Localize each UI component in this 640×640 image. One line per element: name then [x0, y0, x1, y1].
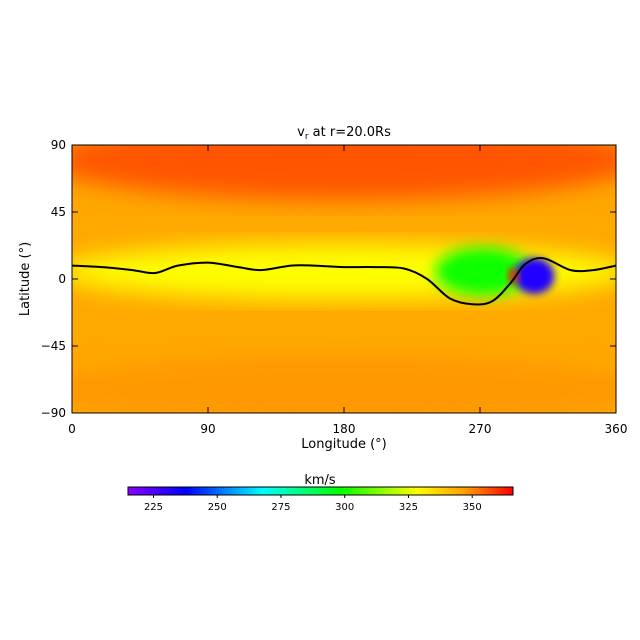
- colorbar-tick-label: 250: [208, 502, 227, 513]
- colorbar-ticks: 225 250 275 300 325 350: [144, 495, 482, 513]
- y-axis: −90 −45 0 45 90: [41, 138, 616, 420]
- x-tick-label: 360: [605, 422, 628, 436]
- y-tick-label: 45: [51, 205, 66, 219]
- heatmap-plot: [72, 145, 616, 413]
- y-tick-label: −45: [41, 339, 66, 353]
- colorbar-tick-label: 325: [399, 502, 418, 513]
- x-axis: 0 90 180 270 360: [68, 145, 627, 436]
- heatmap-compression: [508, 268, 519, 285]
- heatmap-slow-core: [514, 258, 555, 295]
- current-sheet-line: [72, 256, 616, 306]
- x-tick-label: 180: [333, 422, 356, 436]
- heatmap-north-region: [72, 145, 616, 200]
- chart-title: vr at r=20.0Rs: [297, 125, 391, 142]
- y-tick-label: 90: [51, 138, 66, 152]
- colorbar: [127, 486, 514, 496]
- heatmap-slow-stream: [435, 247, 532, 296]
- colorbar-tick-label: 300: [335, 502, 354, 513]
- y-tick-label: −90: [41, 406, 66, 420]
- x-axis-title: Longitude (°): [301, 437, 386, 452]
- x-tick-label: 0: [68, 422, 76, 436]
- colorbar-tick-label: 275: [271, 502, 290, 513]
- heatmap-south-region: [72, 355, 616, 413]
- y-axis-title: Latitude (°): [18, 242, 33, 316]
- colorbar-label: km/s: [304, 473, 336, 488]
- x-tick-label: 90: [200, 422, 215, 436]
- colorbar-tick-label: 225: [144, 502, 163, 513]
- x-tick-label: 270: [469, 422, 492, 436]
- y-tick-label: 0: [58, 272, 66, 286]
- colorbar-tick-label: 350: [463, 502, 482, 513]
